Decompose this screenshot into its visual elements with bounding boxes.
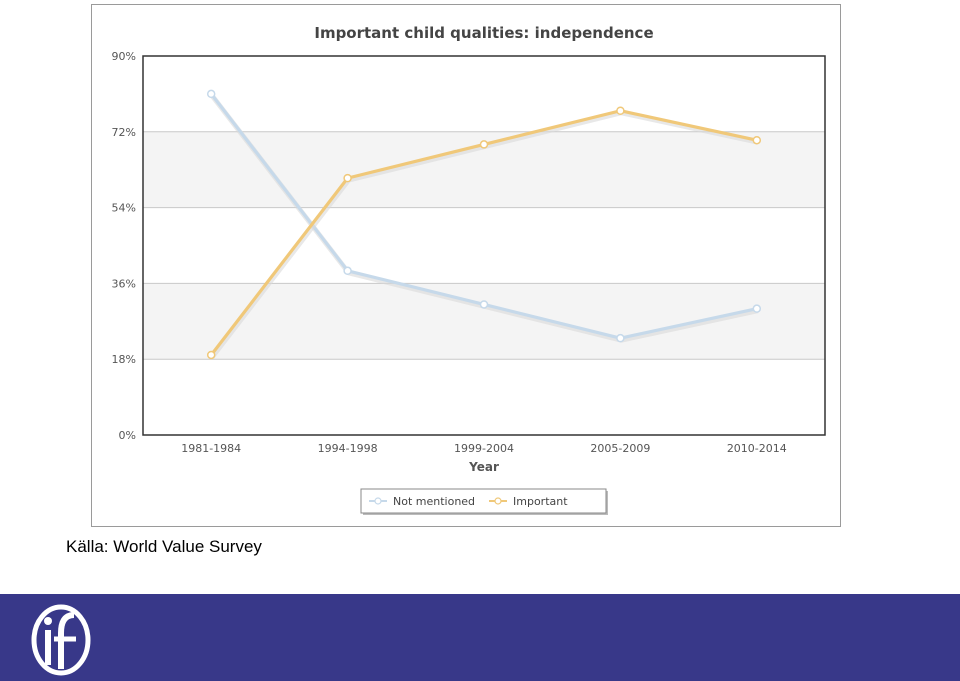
data-point	[343, 266, 352, 276]
y-tick-label: 72%	[112, 126, 136, 139]
x-tick-label: 1981-1984	[181, 442, 241, 455]
footer-band	[0, 594, 960, 681]
plot-border	[142, 55, 826, 436]
x-tick-label: 2005-2009	[590, 442, 650, 455]
legend-box	[360, 488, 607, 514]
legend-marker	[494, 497, 502, 505]
x-axis-label: Year	[468, 460, 499, 474]
y-tick-label: 36%	[112, 277, 136, 290]
y-tick-label: 90%	[112, 50, 136, 63]
chart-frame	[91, 4, 841, 527]
legend-label: Not mentioned	[393, 495, 475, 508]
grid-band	[143, 283, 825, 360]
legend-marker	[374, 497, 382, 505]
data-point	[206, 350, 216, 360]
data-point	[616, 106, 625, 115]
data-point	[479, 140, 489, 149]
data-point	[343, 173, 352, 183]
y-tick-label: 18%	[112, 353, 136, 366]
x-tick-label: 2010-2014	[727, 442, 787, 455]
data-point	[752, 304, 762, 313]
data-point	[616, 333, 625, 343]
chart-title: Important child qualities: independence	[314, 24, 653, 42]
x-tick-label: 1994-1998	[318, 442, 378, 455]
data-point	[752, 135, 762, 145]
data-point	[206, 89, 216, 99]
y-tick-label: 0%	[119, 429, 136, 442]
legend-label: Important	[513, 495, 568, 508]
y-tick-label: 54%	[112, 202, 136, 215]
line-chart: Important child qualities: independence 0…	[112, 24, 826, 515]
data-point	[479, 300, 489, 309]
x-tick-label: 1999-2004	[454, 442, 514, 455]
ifau-logo-icon	[31, 604, 91, 676]
source-caption: Källa: World Value Survey	[66, 537, 262, 556]
